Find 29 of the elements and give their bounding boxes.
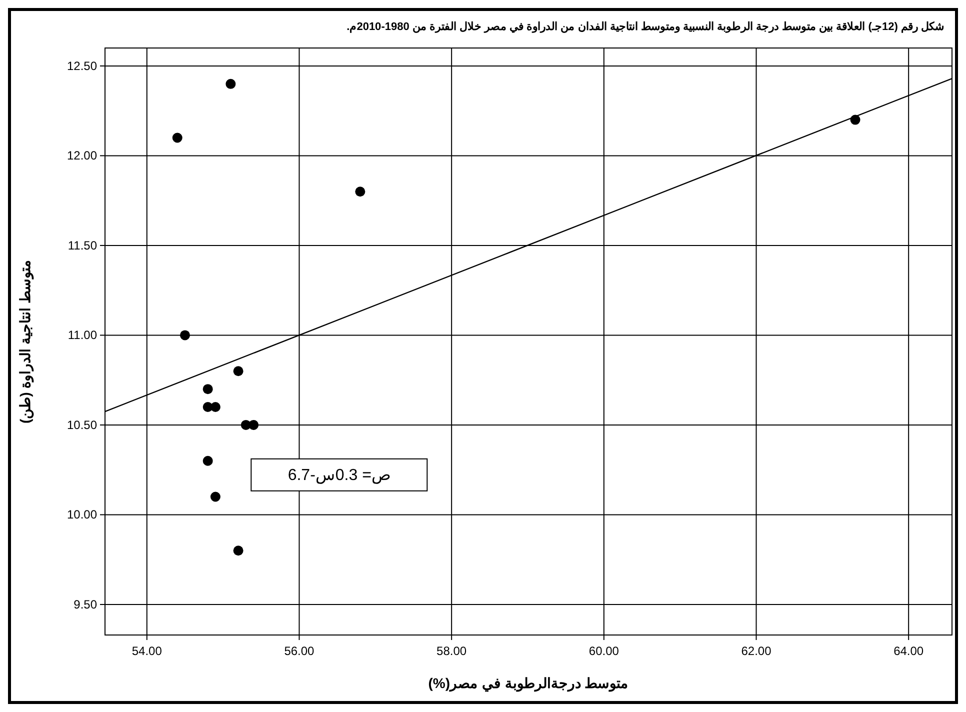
x-tick-label: 62.00	[741, 644, 772, 658]
y-tick-label: 11.00	[68, 328, 98, 342]
point	[226, 78, 236, 89]
point	[233, 546, 244, 556]
y-tick-label: 11.50	[68, 238, 98, 252]
x-tick-label: 56.00	[284, 644, 315, 658]
y-tick-label: 12.00	[66, 148, 98, 163]
point	[233, 366, 244, 376]
x-tick-label: 58.00	[436, 644, 467, 658]
y-tick-label: 10.50	[66, 418, 98, 432]
y-axis-title: متوسط انتاجية الدراوة (طن)	[17, 260, 34, 424]
point	[355, 186, 366, 197]
y-tick-label: 9.50	[74, 597, 98, 612]
equation-box: ص= 0.3س-6.7	[250, 458, 428, 492]
point	[202, 384, 213, 394]
y-tick-label: 10.00	[66, 508, 98, 522]
point	[210, 492, 220, 502]
x-axis-title: متوسط درجةالرطوبة في مصر(%)	[428, 675, 629, 692]
point	[210, 402, 220, 412]
point	[202, 456, 213, 466]
point	[172, 132, 182, 143]
point	[248, 420, 259, 430]
y-tick-label: 12.50	[66, 58, 98, 73]
x-tick-label: 54.00	[132, 644, 162, 658]
x-tick-label: 64.00	[894, 644, 924, 658]
chart-title: شكل رقم (12جـ) العلاقة بين متوسط درجة الرطوبة النسبية ومتوسط انتاجية الفدان من الدراوة في مصر خلال الفترة من 1980-2010م.	[346, 21, 944, 34]
annotation: ص= 0.3س-6.7	[288, 466, 390, 484]
point	[180, 330, 190, 340]
x-tick-label: 60.00	[588, 644, 620, 658]
